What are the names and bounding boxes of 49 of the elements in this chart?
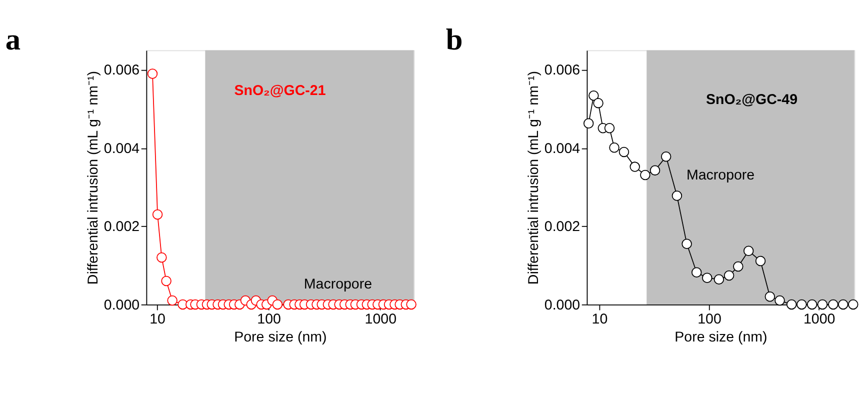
- point: [714, 274, 724, 285]
- y-tick-label: 0.004: [544, 140, 580, 157]
- y-axis-title: Differential intrusion (mL g⁻¹ nm⁻¹): [86, 71, 102, 285]
- band-label: Macropore: [304, 276, 372, 292]
- point: [702, 272, 712, 283]
- y-axis-title: Differential intrusion (mL g⁻¹ nm⁻¹): [526, 71, 542, 285]
- x-tick-label: 10: [150, 312, 166, 328]
- x-tick-label: 1000: [364, 312, 397, 328]
- x-tick-label: 100: [257, 312, 282, 328]
- point: [691, 267, 702, 278]
- point: [838, 299, 848, 310]
- point: [806, 299, 818, 310]
- point: [828, 299, 838, 310]
- point: [618, 146, 630, 158]
- point: [640, 170, 650, 180]
- band-label: Macropore: [686, 168, 755, 184]
- x-tick-label: 1000: [804, 312, 836, 328]
- point: [660, 152, 672, 162]
- y-tick-label: 0.004: [104, 140, 140, 157]
- point: [743, 246, 754, 256]
- y-tick-label: 0.006: [104, 62, 140, 79]
- x-tick-label: 10: [592, 312, 608, 328]
- text: SnO₂@GC-49: [706, 92, 798, 108]
- point: [733, 261, 744, 272]
- point: [724, 270, 734, 281]
- point: [682, 238, 692, 249]
- x-tick-label: 100: [698, 312, 722, 328]
- y-tick-label: 0.000: [104, 297, 140, 314]
- point: [755, 256, 766, 266]
- point: [609, 142, 620, 153]
- point: [786, 299, 797, 310]
- y-tick-label: 0.002: [544, 219, 580, 236]
- point: [672, 190, 682, 201]
- chart-title: a: [5, 22, 20, 56]
- x-axis-title: Pore size (nm): [234, 329, 327, 346]
- y-tick-label: 0.006: [544, 62, 580, 79]
- chart-title: b: [446, 22, 463, 56]
- y-tick-label: 0.000: [544, 297, 580, 314]
- point: [774, 295, 785, 306]
- point: [650, 165, 660, 176]
- text: SnO₂@GC-21: [234, 82, 326, 99]
- point: [764, 292, 776, 302]
- point: [406, 299, 416, 310]
- point: [630, 162, 640, 172]
- x-axis-title: Pore size (nm): [674, 329, 768, 346]
- point: [796, 299, 807, 310]
- y-tick-label: 0.002: [104, 219, 140, 236]
- point: [817, 299, 828, 310]
- point: [848, 299, 858, 310]
